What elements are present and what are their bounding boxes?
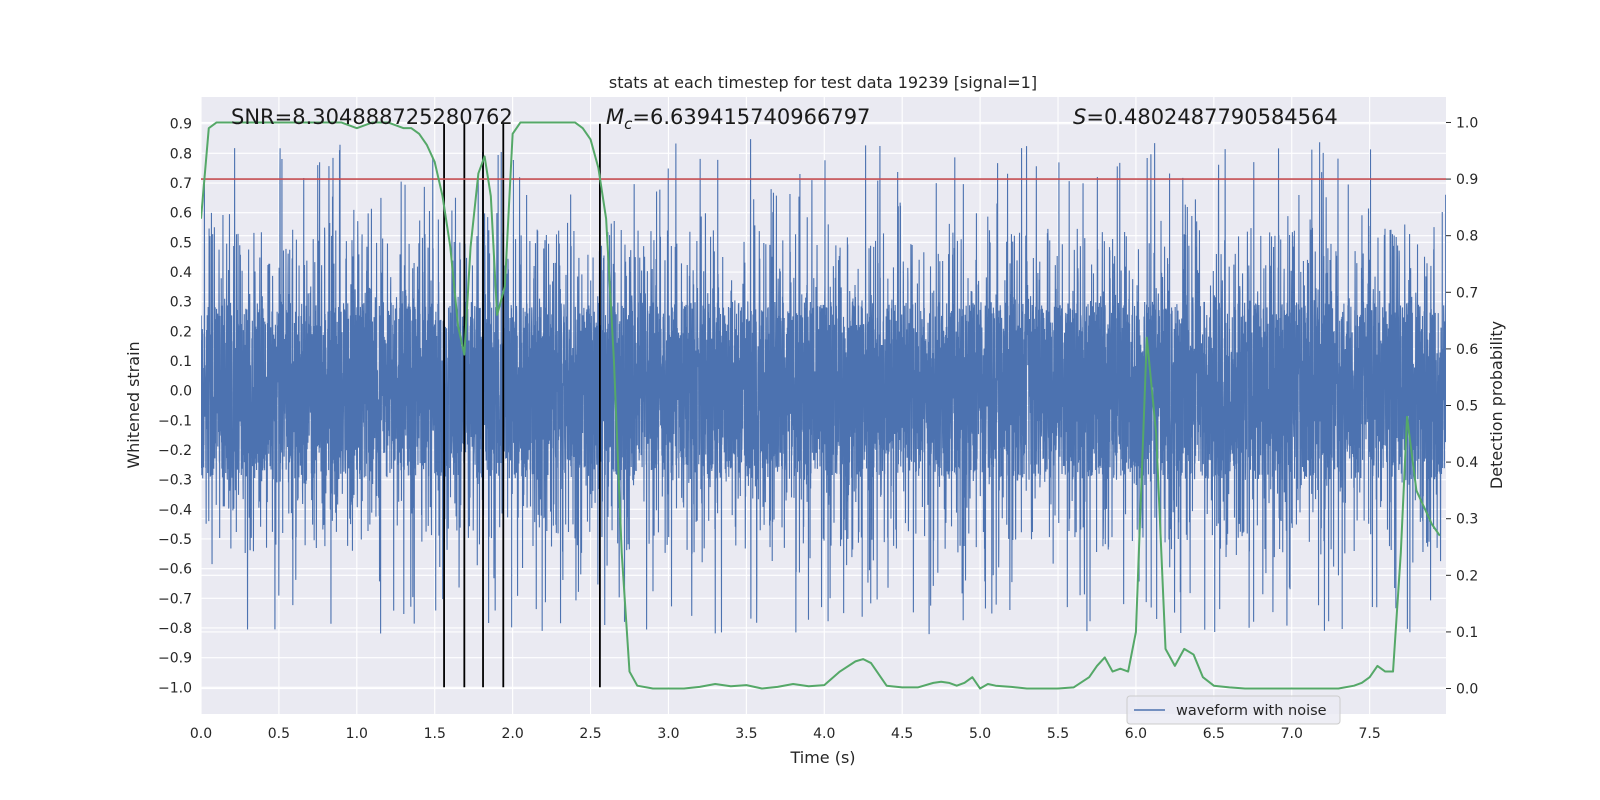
x-axis-label: Time (s) — [789, 748, 855, 767]
legend-label: waveform with noise — [1176, 703, 1327, 719]
x-axis-ticks: 0.0 0.5 1.0 1.5 2.0 2.5 3.0 3.5 4.0 4.5 5.0 5.5 6.0 6… — [190, 726, 1381, 742]
y-tick-label: 0.7 — [170, 176, 192, 192]
y2-tick-label: 0.2 — [1456, 568, 1478, 584]
x-tick-label: 5.5 — [1047, 726, 1069, 742]
detection-probability-line — [201, 121, 1441, 690]
s-value: =0.4802487790584564 — [1086, 105, 1337, 129]
y2-tick-label: 0.6 — [1456, 342, 1478, 358]
legend: waveform with noise — [1126, 695, 1341, 725]
noise-series — [201, 139, 1446, 635]
probability-series — [201, 121, 1441, 690]
y-tick-label: −0.6 — [158, 562, 192, 578]
y-tick-label: 0.3 — [170, 295, 192, 311]
y-tick-label: −0.5 — [158, 532, 192, 548]
chirp-mass-subscript: c — [624, 115, 633, 133]
x-tick-label: 4.5 — [891, 726, 913, 742]
noise-waveform-line — [201, 139, 1446, 635]
x-tick-label: 1.5 — [424, 726, 446, 742]
x-tick-label: 3.0 — [657, 726, 679, 742]
snr-annotation: SNR=8.304888725280762 — [231, 105, 513, 129]
y2-tick-label: 0.7 — [1456, 285, 1478, 301]
x-tick-label: 5.0 — [969, 726, 991, 742]
y-tick-label: 0.4 — [170, 265, 192, 281]
y-tick-label: 0.2 — [170, 324, 192, 340]
x-tick-label: 0.0 — [190, 726, 212, 742]
y2-tick-label: 0.8 — [1456, 229, 1478, 245]
y2-tick-label: 0.9 — [1456, 172, 1478, 188]
x-tick-label: 0.5 — [268, 726, 290, 742]
y-tick-label: 0.5 — [170, 235, 192, 251]
y-tick-label: −0.1 — [158, 413, 192, 429]
x-tick-label: 6.0 — [1125, 726, 1147, 742]
x-tick-label: 7.5 — [1359, 726, 1381, 742]
y-tick-label: −0.8 — [158, 621, 192, 637]
s-symbol: S — [1073, 105, 1086, 129]
x-tick-label: 3.5 — [735, 726, 757, 742]
y-tick-label: 0.0 — [170, 384, 192, 400]
y-tick-label: 0.1 — [170, 354, 192, 370]
y-tick-label: −0.7 — [158, 591, 192, 607]
x-tick-label: 7.0 — [1281, 726, 1303, 742]
overlay-marks — [201, 123, 1446, 688]
y-tick-label: −0.2 — [158, 443, 192, 459]
y-axis-label: Whitened strain — [124, 341, 143, 468]
x-tick-label: 2.0 — [502, 726, 524, 742]
y2-tick-label: 1.0 — [1456, 115, 1478, 131]
x-tick-label: 6.5 — [1203, 726, 1225, 742]
s-annotation: S=0.4802487790584564 — [1073, 105, 1338, 129]
y2-tick-label: 0.5 — [1456, 399, 1478, 415]
y-axis-ticks: 0.9 0.8 0.7 0.6 0.5 0.4 0.3 0.2 0.1 0.0 −0.1 −0.2 −0… — [158, 117, 192, 697]
y2-tick-label: 0.3 — [1456, 512, 1478, 528]
y-tick-label: −0.3 — [158, 473, 192, 489]
plot-area — [201, 121, 1446, 690]
x-tick-label: 4.0 — [813, 726, 835, 742]
y-tick-label: 0.6 — [170, 206, 192, 222]
y2-axis-label: Detection probability — [1487, 321, 1506, 489]
y2-tick-label: 0.1 — [1456, 625, 1478, 641]
x-tick-label: 1.0 — [346, 726, 368, 742]
y-tick-label: −0.4 — [158, 502, 192, 518]
y2-tick-label: 0.4 — [1456, 455, 1478, 471]
chart-title: stats at each timestep for test data 192… — [609, 73, 1037, 92]
y2-axis-ticks: 1.0 0.9 0.8 0.7 0.6 0.5 0.4 0.3 0.2 0.1 0.0 — [1446, 115, 1478, 698]
y2-tick-label: 0.0 — [1456, 682, 1478, 698]
chirp-mass-symbol: M — [606, 105, 624, 129]
y-tick-label: −0.9 — [158, 651, 192, 667]
x-tick-label: 2.5 — [579, 726, 601, 742]
y-tick-label: −1.0 — [158, 680, 192, 696]
y-tick-label: 0.8 — [170, 146, 192, 162]
legend-box — [1126, 695, 1341, 725]
chirp-mass-annotation: Mc=6.639415740966797 — [606, 105, 870, 133]
y-tick-label: 0.9 — [170, 117, 192, 133]
chirp-mass-value: =6.639415740966797 — [632, 105, 870, 129]
